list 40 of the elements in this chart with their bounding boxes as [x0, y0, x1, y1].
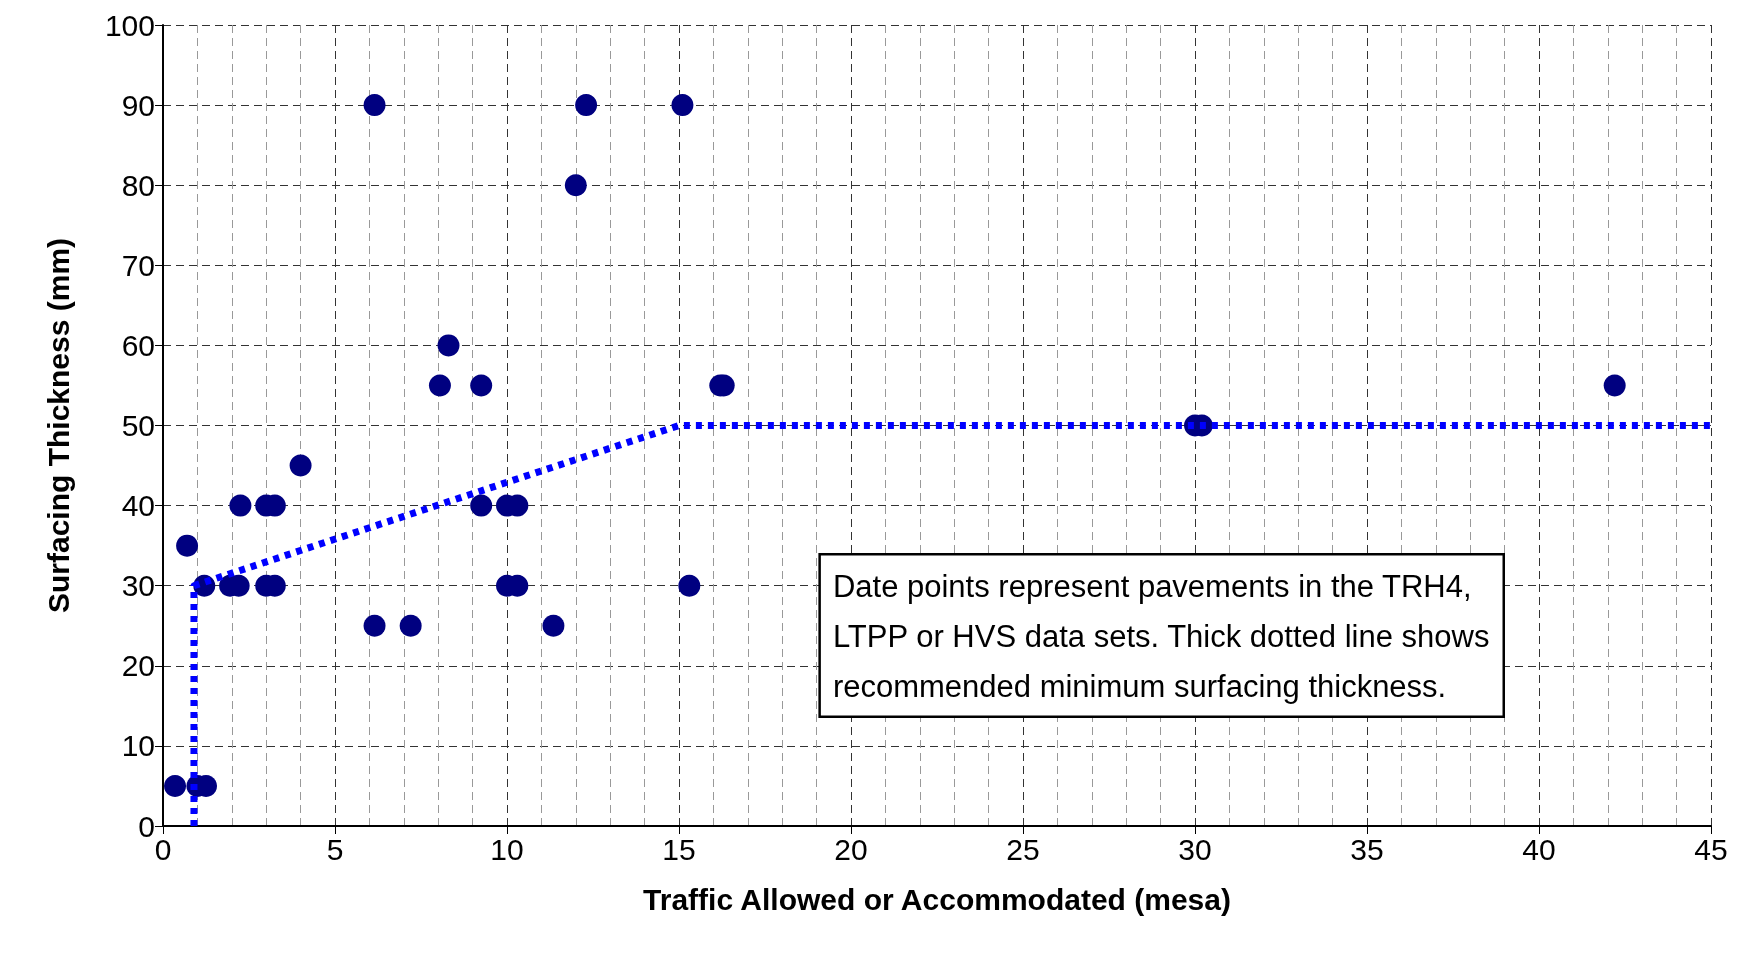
x-tick-label: 25	[1006, 832, 1040, 866]
point	[575, 94, 598, 117]
y-tick-label: 20	[121, 649, 155, 683]
x-tick-label: 10	[490, 832, 524, 866]
point	[1603, 374, 1626, 397]
point	[428, 374, 451, 397]
y-tick-label: 70	[121, 248, 155, 282]
y-tick-label: 80	[121, 168, 155, 202]
point	[229, 494, 252, 517]
point	[176, 534, 199, 557]
y-tick-label: 100	[104, 8, 155, 42]
point	[542, 614, 565, 637]
x-tick-label: 30	[1178, 832, 1212, 866]
point	[470, 494, 493, 517]
point	[164, 774, 187, 797]
y-tick-label: 60	[121, 328, 155, 362]
annotation: Date points represent pavements in the TRH4, LTPP or HVS data sets. Thick dotted line shows recommended minimum surfacing thickness.	[832, 569, 1490, 704]
y-tick-label: 50	[121, 409, 155, 442]
y-tick-label: 30	[121, 569, 155, 603]
point	[289, 454, 312, 477]
point	[363, 94, 386, 117]
y-tick-label: 40	[121, 489, 155, 523]
x-tick-label: 5	[326, 832, 344, 866]
x-tick-label: 15	[662, 832, 696, 866]
y-axis-title: Surfacing Thickness (mm)	[41, 237, 75, 614]
point	[564, 174, 587, 197]
y-tick-label: 0	[138, 809, 155, 843]
y-tick-label: 10	[121, 729, 155, 763]
x-tick-label: 40	[1522, 832, 1556, 866]
x-axis-title: Traffic Allowed or Accommodated (mesa)	[643, 882, 1231, 916]
point	[470, 374, 493, 397]
y-tick-label: 90	[121, 88, 155, 122]
point	[399, 614, 422, 637]
point	[437, 334, 460, 357]
x-tick-label: 45	[1694, 832, 1728, 866]
point	[363, 614, 386, 637]
x-tick-label: 35	[1350, 832, 1384, 866]
point	[678, 574, 701, 597]
point	[671, 94, 694, 117]
x-tick-label: 20	[834, 832, 868, 866]
